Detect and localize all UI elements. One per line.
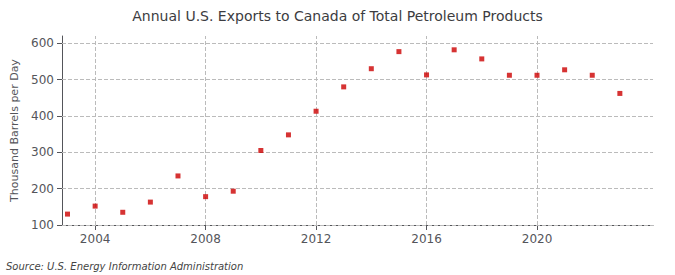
svg-text:Annual U.S. Exports to Canada: Annual U.S. Exports to Canada of Total P…	[132, 8, 542, 24]
svg-text:Source: U.S. Energy Informatio: Source: U.S. Energy Information Administ…	[6, 261, 243, 272]
svg-text:200: 200	[31, 182, 54, 196]
svg-text:2020: 2020	[522, 232, 553, 246]
svg-text:2004: 2004	[80, 232, 111, 246]
svg-text:100: 100	[31, 218, 54, 232]
svg-text:2008: 2008	[190, 232, 221, 246]
svg-text:Thousand Barrels per Day: Thousand Barrels per Day	[8, 59, 21, 203]
svg-text:300: 300	[31, 145, 54, 159]
svg-text:600: 600	[31, 36, 54, 50]
svg-text:2012: 2012	[301, 232, 332, 246]
svg-text:2016: 2016	[411, 232, 442, 246]
svg-text:400: 400	[31, 109, 54, 123]
svg-text:500: 500	[31, 73, 54, 87]
